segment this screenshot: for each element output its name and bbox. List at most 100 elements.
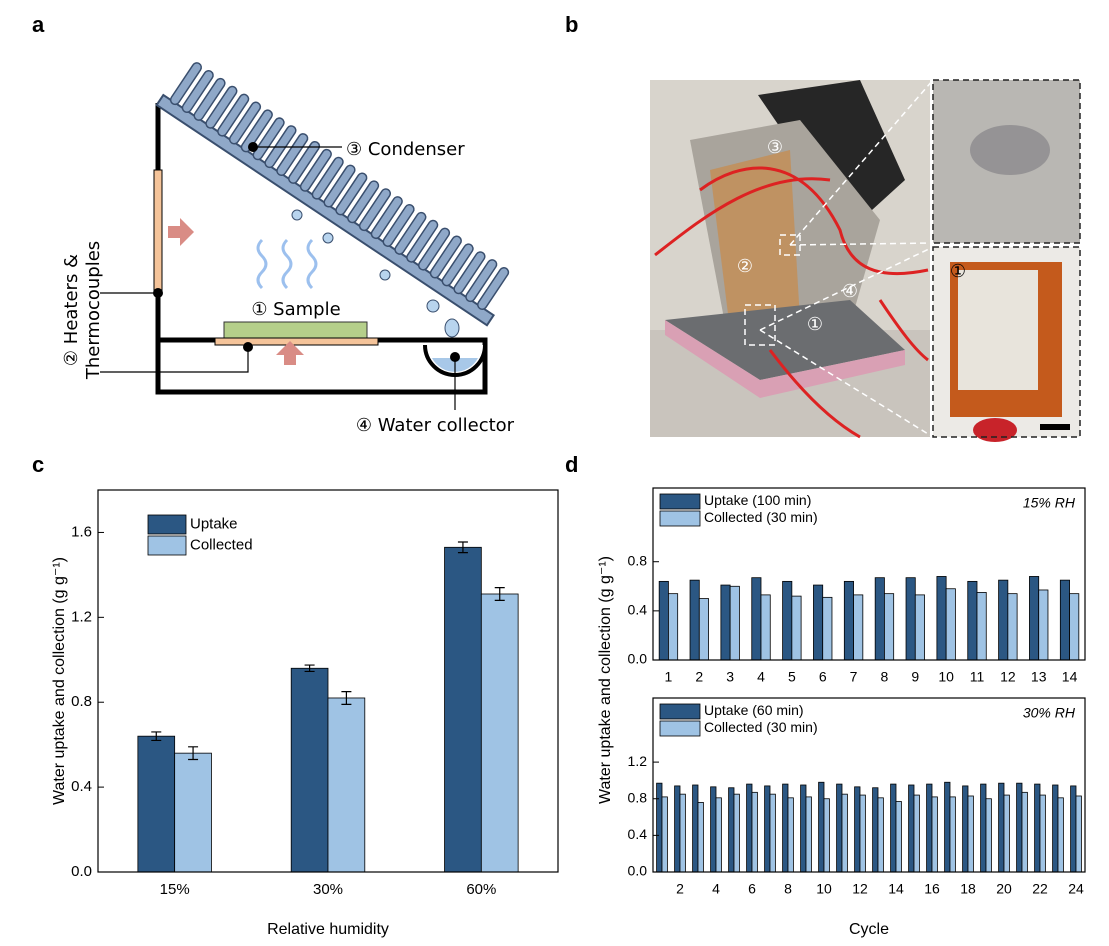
x-tick-label: 7 bbox=[850, 669, 858, 685]
legend-swatch bbox=[659, 703, 701, 720]
condenser-fin bbox=[441, 243, 474, 287]
condenser-fin bbox=[193, 77, 226, 121]
bar bbox=[1029, 576, 1040, 661]
bar bbox=[872, 787, 879, 873]
bar bbox=[697, 802, 704, 873]
panel-label: a bbox=[32, 12, 45, 37]
condenser-plate bbox=[155, 93, 496, 327]
heater-film bbox=[710, 150, 800, 330]
y-tick-label: 0.0 bbox=[628, 651, 648, 667]
x-tick-label: 1 bbox=[665, 669, 673, 685]
x-tick-label: 13 bbox=[1031, 669, 1047, 685]
x-tick-label: 15% bbox=[160, 881, 190, 898]
condenser-fin bbox=[276, 133, 309, 177]
bar bbox=[444, 546, 482, 873]
bar bbox=[1039, 794, 1046, 873]
bar bbox=[895, 801, 902, 873]
condenser-fin bbox=[453, 251, 486, 295]
bar bbox=[764, 785, 771, 873]
inset-border bbox=[932, 246, 1081, 438]
heat-arrow bbox=[168, 218, 194, 246]
y-axis-label: Water uptake and collection (g g⁻¹) bbox=[51, 557, 68, 805]
condenser-fin bbox=[240, 109, 273, 153]
condenser-fin bbox=[477, 267, 510, 310]
x-tick-label: 8 bbox=[784, 881, 792, 897]
droplets bbox=[291, 209, 460, 338]
plot-frame bbox=[652, 697, 1086, 873]
panel-label: c bbox=[32, 452, 44, 477]
bar bbox=[728, 787, 735, 873]
bar bbox=[859, 794, 866, 873]
x-tick-label: 9 bbox=[911, 669, 919, 685]
photo: ③ ② ④ ① ① bbox=[650, 79, 1081, 442]
bar bbox=[679, 793, 686, 873]
wires bbox=[654, 166, 929, 439]
scale-bar bbox=[1040, 424, 1070, 430]
x-tick-label: 22 bbox=[1032, 881, 1048, 897]
bar bbox=[782, 580, 793, 661]
bar bbox=[1075, 795, 1082, 873]
condenser-fin bbox=[394, 211, 427, 255]
bar bbox=[841, 793, 848, 873]
bar bbox=[290, 667, 329, 873]
photo-label: ① bbox=[950, 261, 966, 282]
y-tick-label: 1.2 bbox=[628, 753, 648, 769]
bar bbox=[1016, 782, 1023, 873]
bar bbox=[746, 783, 753, 873]
y-axis-label: Water uptake and collection (g g⁻¹) bbox=[597, 556, 614, 804]
bar bbox=[1059, 579, 1070, 661]
bar bbox=[890, 783, 897, 873]
legend-swatch bbox=[147, 514, 187, 535]
leader-dots bbox=[153, 142, 460, 362]
bar bbox=[998, 782, 1005, 873]
bar bbox=[980, 783, 987, 873]
bar bbox=[1069, 593, 1080, 661]
x-tick-label: 60% bbox=[466, 881, 496, 898]
bar bbox=[877, 797, 884, 873]
bar bbox=[137, 735, 176, 873]
bar bbox=[1038, 589, 1049, 661]
x-tick-label: 20 bbox=[996, 881, 1012, 897]
legend-label: Collected (30 min) bbox=[704, 719, 818, 735]
y-tick-label: 1.6 bbox=[71, 523, 92, 540]
x-tick-label: 16 bbox=[924, 881, 940, 897]
plate bbox=[665, 300, 905, 380]
x-tick-label: 3 bbox=[726, 669, 734, 685]
bar bbox=[668, 593, 679, 661]
bar bbox=[1070, 785, 1077, 873]
diagram-label: ② Heaters & bbox=[61, 254, 82, 366]
condenser-fin bbox=[252, 117, 285, 161]
condenser-fin bbox=[465, 259, 498, 303]
condenser-fin bbox=[169, 62, 203, 106]
bar bbox=[733, 793, 740, 873]
x-axis-label: Relative humidity bbox=[267, 921, 389, 938]
bar bbox=[931, 796, 938, 873]
bar bbox=[674, 785, 681, 873]
bar bbox=[658, 580, 669, 661]
bar bbox=[692, 784, 699, 873]
y-tick-label: 0.0 bbox=[628, 863, 648, 879]
bar bbox=[818, 781, 825, 873]
plot-frame bbox=[652, 487, 1086, 661]
bar bbox=[1057, 797, 1064, 873]
bar bbox=[908, 784, 915, 873]
annotation: 15% RH bbox=[1023, 495, 1076, 511]
bar bbox=[1034, 783, 1041, 873]
x-tick-label: 18 bbox=[960, 881, 976, 897]
x-tick-label: 4 bbox=[712, 881, 720, 897]
bar bbox=[813, 584, 824, 661]
condenser-fin bbox=[347, 180, 380, 224]
condenser-fin bbox=[417, 227, 451, 271]
inset-border bbox=[932, 79, 1081, 244]
bar bbox=[769, 793, 776, 873]
x-tick-label: 8 bbox=[881, 669, 889, 685]
condenser-fin bbox=[299, 148, 332, 192]
wire-bulb bbox=[973, 418, 1017, 442]
bar bbox=[853, 594, 864, 661]
photo-label: ① bbox=[807, 314, 823, 335]
bar bbox=[976, 592, 987, 661]
bar bbox=[936, 576, 947, 661]
condenser-fin bbox=[288, 140, 321, 184]
condenser-fin bbox=[335, 172, 368, 216]
condenser-fin bbox=[358, 188, 392, 232]
